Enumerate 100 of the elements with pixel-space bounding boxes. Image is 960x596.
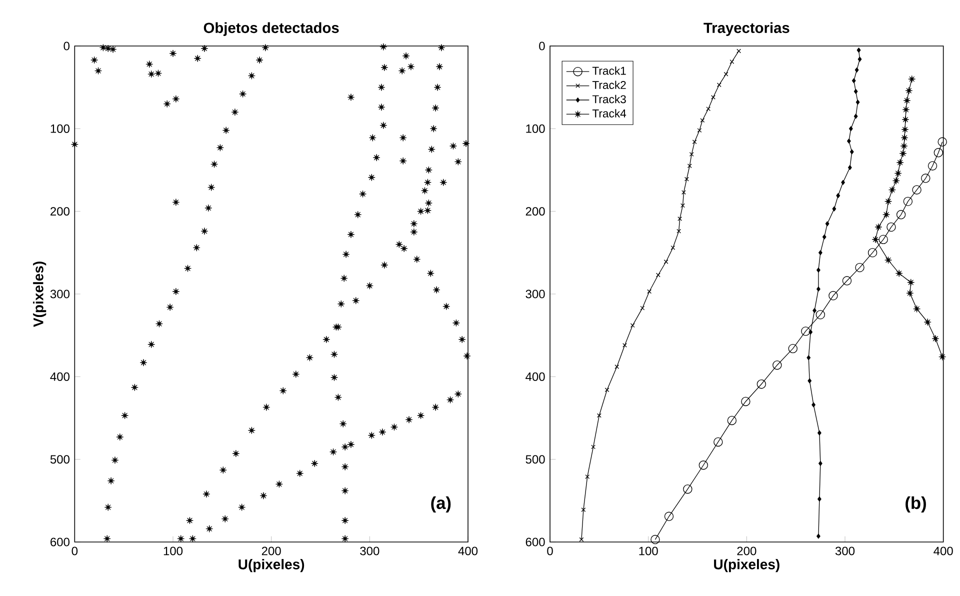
point — [687, 164, 692, 168]
x-tick-label: 400 — [934, 546, 953, 556]
point — [581, 508, 586, 512]
point — [894, 170, 902, 177]
y-axis-title: V(pixeles) — [33, 262, 46, 327]
point — [579, 537, 584, 542]
point — [604, 388, 610, 392]
point — [676, 228, 682, 234]
point — [816, 310, 826, 320]
point — [901, 126, 909, 134]
point — [730, 59, 734, 64]
point — [841, 180, 845, 185]
point — [596, 413, 602, 418]
point — [884, 256, 892, 264]
point — [912, 185, 922, 194]
point — [836, 193, 840, 198]
y-tick-label: 300 — [526, 290, 545, 298]
point — [808, 378, 812, 384]
point — [854, 68, 859, 72]
point — [828, 291, 838, 300]
point — [932, 334, 940, 342]
y-tick-label: 300 — [50, 290, 70, 298]
point — [788, 344, 798, 354]
point — [896, 158, 904, 166]
legend-label: Track4 — [592, 109, 626, 118]
point — [856, 100, 860, 105]
point — [842, 276, 852, 286]
annotation: (b) — [906, 496, 926, 512]
point — [818, 496, 822, 502]
x-tick-label: 200 — [737, 546, 756, 556]
point — [924, 318, 932, 326]
point — [850, 149, 854, 154]
point — [682, 190, 686, 195]
point — [872, 236, 880, 244]
legend-label: Track2 — [592, 80, 626, 90]
point — [656, 272, 660, 278]
point — [902, 106, 910, 114]
point — [684, 176, 689, 182]
point — [818, 461, 822, 466]
point — [756, 380, 766, 389]
y-tick-label: 0 — [539, 42, 545, 50]
point — [736, 48, 742, 54]
point — [884, 198, 892, 206]
x-tick-label: 200 — [262, 546, 281, 556]
x-tick-label: 100 — [639, 546, 658, 556]
point — [714, 437, 723, 447]
point — [855, 262, 864, 272]
point — [856, 48, 861, 53]
point — [664, 512, 674, 521]
y-tick-label: 100 — [50, 124, 70, 133]
x-tick-label: 100 — [164, 546, 183, 556]
point — [818, 430, 822, 436]
point — [906, 290, 914, 297]
legend-label: Track3 — [592, 94, 626, 104]
point — [808, 330, 813, 334]
x-tick-label: 300 — [360, 546, 380, 556]
point — [900, 134, 908, 142]
point — [888, 186, 896, 194]
point — [896, 210, 906, 220]
y-tick-label: 400 — [50, 372, 70, 381]
point — [921, 174, 930, 183]
y-tick-label: 500 — [50, 455, 70, 464]
point — [822, 234, 826, 240]
x-tick-label: 0 — [72, 546, 78, 556]
x-tick-label: 400 — [458, 546, 478, 556]
y-tick-label: 400 — [526, 372, 545, 381]
point — [806, 355, 811, 360]
point — [878, 234, 888, 244]
point — [903, 96, 911, 104]
point — [825, 221, 830, 226]
point — [902, 116, 910, 124]
point — [818, 250, 822, 256]
point — [816, 268, 820, 272]
point — [868, 248, 878, 258]
x-tick-label: 300 — [835, 546, 855, 556]
point — [934, 148, 944, 158]
point — [630, 323, 635, 328]
point — [938, 137, 947, 146]
y-tick-label: 200 — [526, 207, 545, 216]
point — [698, 460, 708, 470]
point — [892, 177, 900, 184]
point — [854, 114, 858, 119]
point — [689, 152, 694, 157]
point — [812, 308, 816, 314]
point — [647, 289, 652, 294]
point — [670, 245, 676, 250]
annotation: (a) — [431, 496, 451, 512]
point — [908, 75, 916, 83]
point — [905, 86, 913, 94]
y-tick-label: 600 — [50, 538, 70, 546]
point — [650, 534, 660, 544]
point — [900, 142, 908, 150]
y-tick-label: 0 — [64, 42, 70, 50]
point — [772, 360, 782, 370]
point — [848, 126, 853, 132]
point — [848, 165, 852, 170]
point — [812, 402, 816, 408]
point — [903, 196, 913, 206]
x-axis-title: U(pixeles) — [714, 559, 780, 572]
point — [852, 78, 856, 84]
